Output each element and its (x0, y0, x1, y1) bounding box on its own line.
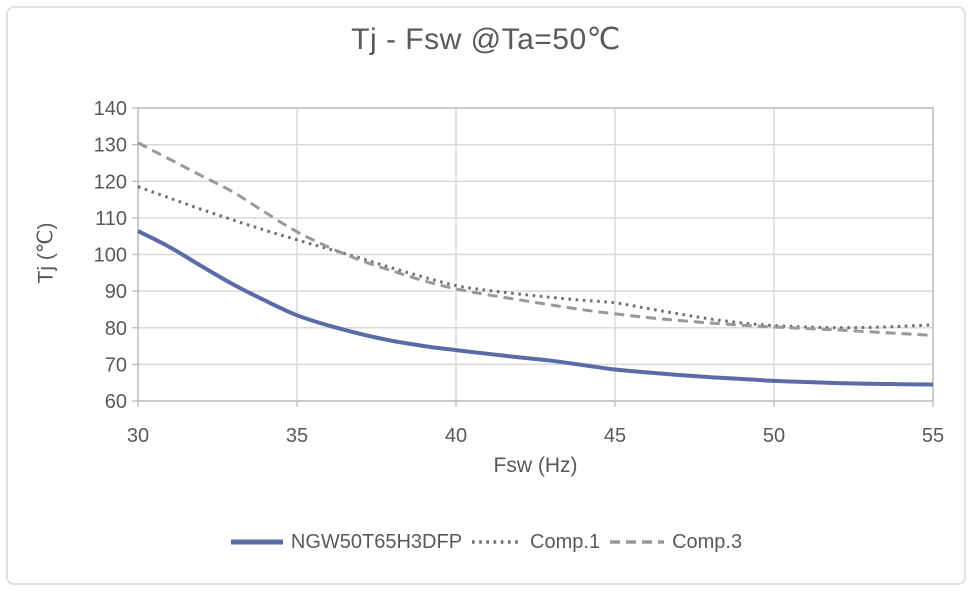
y-tick-label: 70 (105, 354, 127, 376)
chart-title: Tj - Fsw @Ta=50℃ (351, 23, 621, 56)
plot-border (137, 107, 934, 402)
x-tick-label: 30 (127, 425, 149, 447)
series-line-ngw50t65h3dfp (137, 229, 934, 387)
legend-item-comp1: Comp.1 (471, 531, 600, 554)
x-tick-label: 35 (286, 425, 308, 447)
x-tick-label: 55 (922, 425, 944, 447)
legend-swatch-solid-line (230, 539, 283, 545)
x-tick-label: 40 (445, 425, 467, 447)
y-axis-title: Tj (℃) (34, 222, 58, 284)
legend: NGW50T65H3DFP Comp.1 Comp.3 (0, 527, 972, 557)
x-axis-title: Fsw (Hz) (493, 454, 578, 477)
y-tick-label: 100 (94, 245, 127, 267)
legend-label: NGW50T65H3DFP (290, 530, 463, 553)
legend-swatch-dotted-line (472, 540, 523, 544)
series-line-comp-1 (137, 185, 934, 330)
y-tick-label: 90 (105, 281, 127, 303)
y-tick-label: 130 (94, 135, 127, 157)
y-tick-label: 120 (94, 171, 127, 193)
y-tick-label: 110 (95, 208, 127, 230)
y-tick-label: 140 (94, 98, 127, 120)
y-tick-label: 80 (105, 318, 127, 340)
legend-swatch-dashed-line (610, 540, 665, 544)
legend-item-ngw50t65h3dfp: NGW50T65H3DFP (230, 531, 462, 554)
series-line-comp-3 (137, 141, 934, 337)
x-tick-label: 45 (604, 425, 626, 447)
y-tick-label: 60 (105, 391, 127, 413)
legend-item-comp3: Comp.3 (609, 531, 742, 554)
legend-label: Comp.3 (672, 530, 743, 553)
x-tick-label: 50 (763, 425, 785, 447)
legend-label: Comp.1 (530, 530, 601, 553)
